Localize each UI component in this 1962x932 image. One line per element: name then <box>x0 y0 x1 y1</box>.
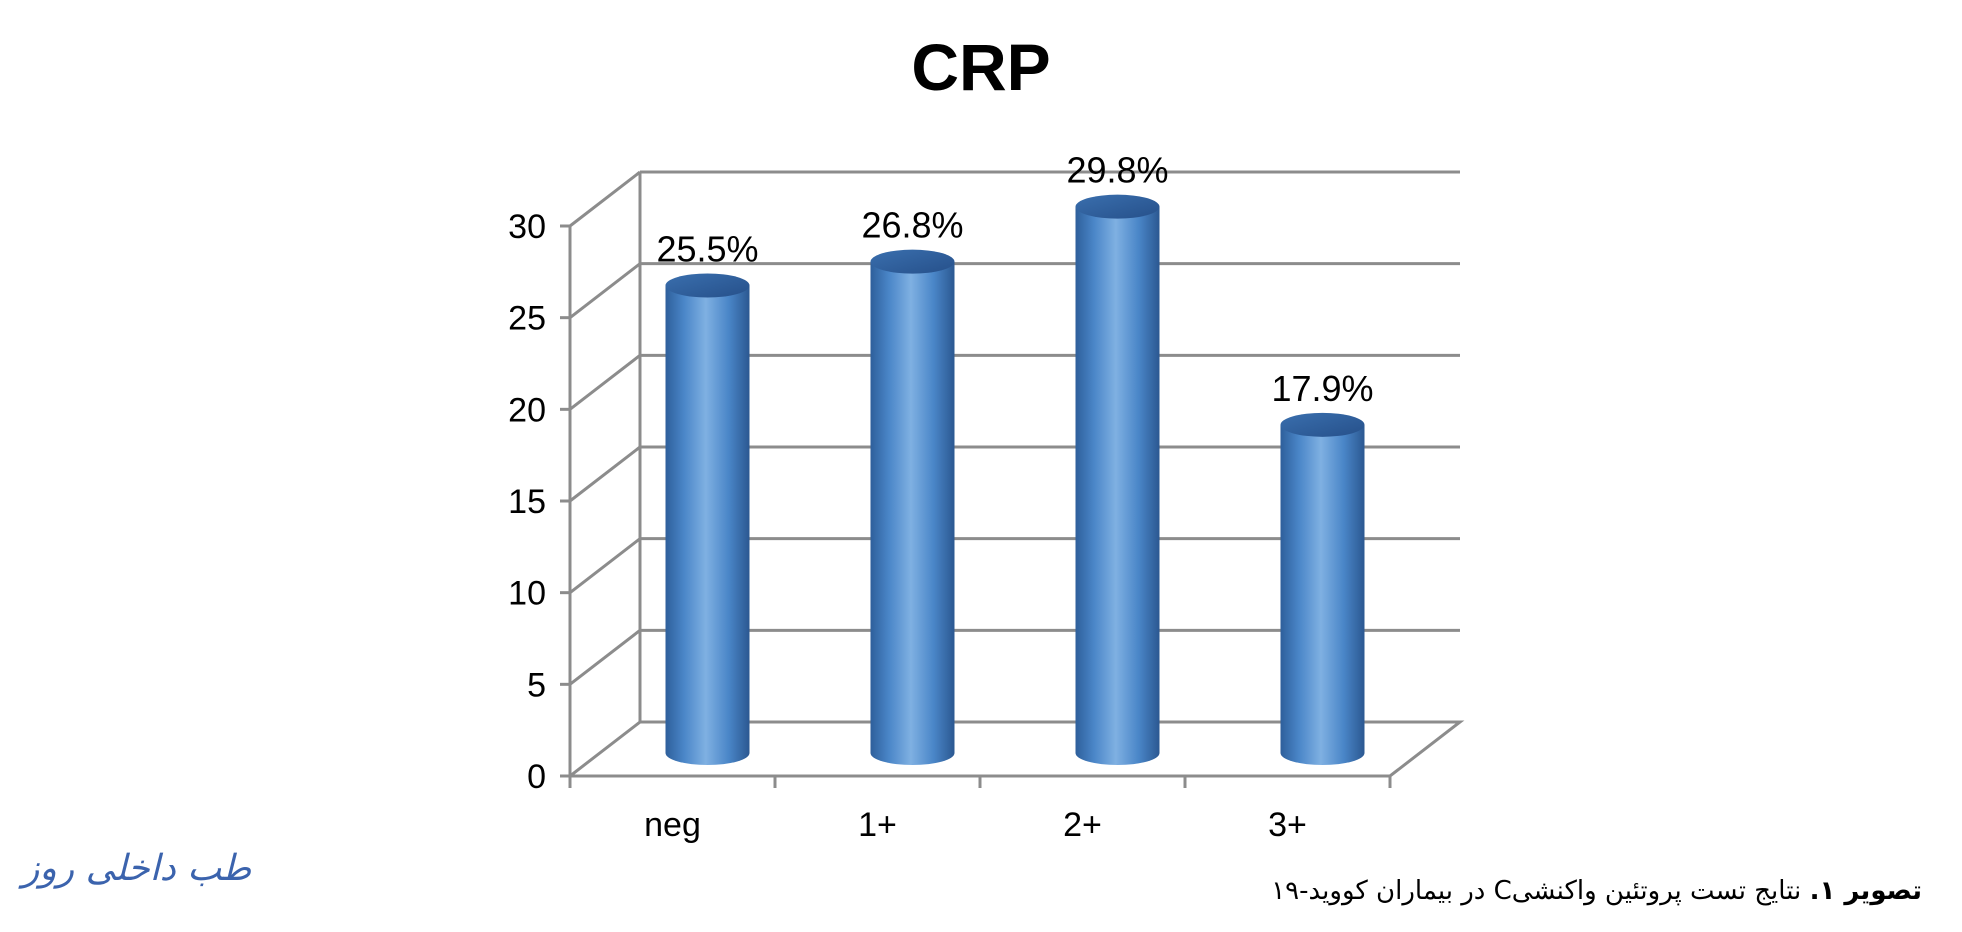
caption-number: تصویر ۱. <box>1809 876 1922 906</box>
y-tick-label: 5 <box>527 666 546 704</box>
chart-title: CRP <box>911 30 1050 104</box>
bar-top <box>870 249 955 274</box>
y-tick-label: 30 <box>508 208 546 246</box>
x-tick-label: 2+ <box>1063 806 1102 844</box>
x-tick-label: neg <box>644 806 701 844</box>
figure-caption: تصویر ۱. نتایج تست پروتئین واکنشیC در بی… <box>1271 876 1922 906</box>
gridline-depth <box>569 629 641 686</box>
y-tick-label: 15 <box>508 483 546 521</box>
data-label: 29.8% <box>1066 150 1168 191</box>
x-tick-label: 1+ <box>858 806 897 844</box>
y-tick-label: 0 <box>527 758 546 796</box>
gridline-depth <box>569 537 641 594</box>
x-tick-label: 3+ <box>1268 806 1307 844</box>
data-label: 25.5% <box>656 229 758 270</box>
y-tick-label: 10 <box>508 575 546 613</box>
watermark-logo: طب داخلی روز <box>22 848 252 889</box>
bar-top <box>1280 412 1365 437</box>
bar <box>1280 424 1365 765</box>
data-label: 17.9% <box>1271 368 1373 409</box>
caption-text: نتایج تست پروتئین واکنشیC در بیماران کوو… <box>1271 876 1810 906</box>
y-tick-label: 20 <box>508 391 546 429</box>
chart-axes <box>560 224 1392 788</box>
gridline-depth <box>569 354 641 411</box>
gridline-depth <box>569 445 641 503</box>
y-tick-label: 25 <box>508 300 546 338</box>
gridline-depth <box>569 262 641 319</box>
bar <box>665 285 750 765</box>
bar <box>870 261 955 765</box>
gridline-depth <box>569 170 641 228</box>
data-label: 26.8% <box>861 205 963 246</box>
bar-top <box>665 273 750 298</box>
chart-grid <box>565 170 1465 778</box>
chart-bars <box>665 194 1365 765</box>
chart-labels: 0 5 10 15 20 25 30 25.5% neg 26.8% 1+ 29.8% 2+ 17.9% 3… <box>508 150 1373 844</box>
bar-top <box>1075 194 1160 219</box>
bar <box>1075 206 1160 765</box>
